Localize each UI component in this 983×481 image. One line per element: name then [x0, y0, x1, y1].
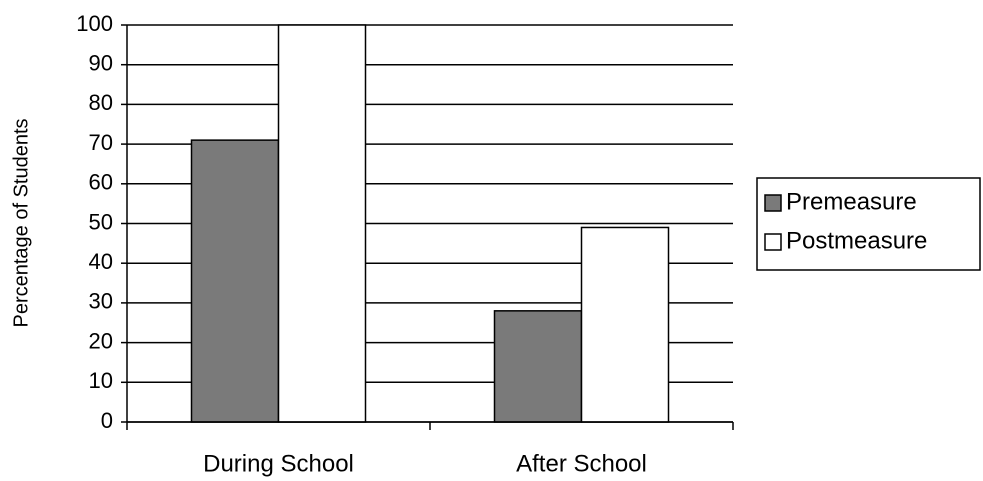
y-tick-label: 70 [89, 130, 113, 155]
y-tick-label: 90 [89, 51, 113, 76]
y-tick-label: 30 [89, 289, 113, 314]
x-tick-label: After School [516, 450, 647, 477]
y-tick-label: 0 [101, 408, 113, 433]
bar [277, 24, 367, 423]
legend-label: Premeasure [786, 188, 917, 215]
legend [756, 177, 981, 271]
x-tick-label: During School [203, 450, 354, 477]
y-tick-label: 50 [89, 209, 113, 234]
y-tick-label: 20 [89, 328, 113, 353]
legend-swatch [764, 194, 782, 212]
bar [493, 310, 583, 423]
y-axis-label: Percentage of Students [10, 118, 32, 327]
y-tick-label: 60 [89, 170, 113, 195]
legend-swatch [764, 233, 782, 251]
y-tick-label: 10 [89, 368, 113, 393]
bar [580, 226, 670, 423]
bar [190, 139, 280, 423]
y-tick-label: 40 [89, 249, 113, 274]
legend-label: Postmeasure [786, 227, 927, 254]
y-tick-label: 100 [76, 11, 113, 36]
y-tick-label: 80 [89, 90, 113, 115]
